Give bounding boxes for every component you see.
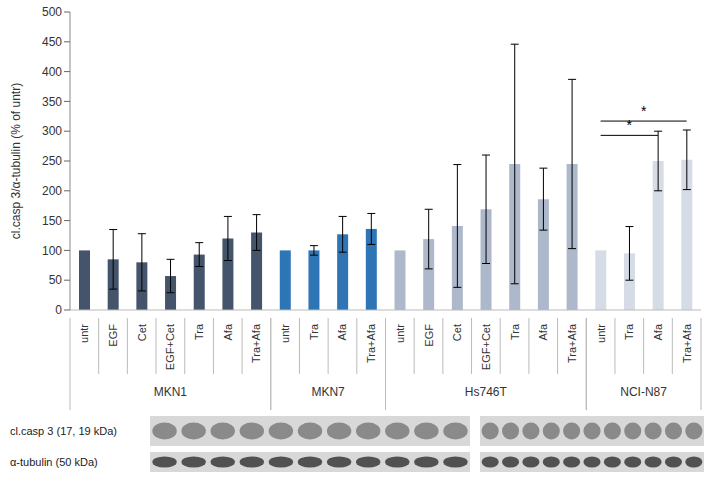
svg-text:MKN7: MKN7 (311, 385, 345, 399)
svg-text:300: 300 (42, 124, 62, 138)
svg-text:EGF: EGF (107, 324, 119, 347)
svg-text:50: 50 (49, 273, 63, 287)
svg-text:Tra: Tra (308, 323, 320, 340)
svg-text:untr: untr (279, 324, 291, 343)
svg-text:Hs746T: Hs746T (465, 385, 508, 399)
svg-text:untr: untr (595, 324, 607, 343)
svg-text:Tra: Tra (193, 323, 205, 340)
svg-text:100: 100 (42, 244, 62, 258)
svg-text:400: 400 (42, 65, 62, 79)
svg-text:0: 0 (55, 303, 62, 317)
svg-text:*: * (627, 117, 633, 133)
svg-text:450: 450 (42, 35, 62, 49)
svg-text:500: 500 (42, 5, 62, 19)
svg-text:Tra+Afa: Tra+Afa (566, 323, 578, 363)
svg-text:cl.casp 3 (17, 19 kDa): cl.casp 3 (17, 19 kDa) (10, 425, 117, 437)
svg-text:Afa: Afa (336, 323, 348, 340)
svg-text:*: * (641, 103, 647, 119)
svg-text:untr: untr (394, 324, 406, 343)
svg-text:untr: untr (78, 324, 90, 343)
svg-text:Tra+Afa: Tra+Afa (365, 323, 377, 363)
svg-text:MKN1: MKN1 (154, 385, 188, 399)
svg-text:Afa: Afa (222, 323, 234, 340)
svg-text:150: 150 (42, 214, 62, 228)
svg-text:EGF: EGF (423, 324, 435, 347)
svg-text:α-tubulin (50 kDa): α-tubulin (50 kDa) (10, 456, 98, 468)
svg-text:Tra: Tra (623, 323, 635, 340)
svg-text:EGF+Cet: EGF+Cet (480, 324, 492, 370)
svg-text:Afa: Afa (537, 323, 549, 340)
svg-text:Afa: Afa (652, 323, 664, 340)
svg-text:cl.casp 3/α-tubulin (% of untr: cl.casp 3/α-tubulin (% of untr) (9, 83, 23, 239)
svg-text:NCI-N87: NCI-N87 (620, 385, 667, 399)
svg-text:200: 200 (42, 184, 62, 198)
svg-text:EGF+Cet: EGF+Cet (164, 324, 176, 370)
svg-text:350: 350 (42, 95, 62, 109)
svg-text:250: 250 (42, 154, 62, 168)
svg-text:Cet: Cet (136, 324, 148, 341)
svg-text:Cet: Cet (451, 324, 463, 341)
svg-text:Tra: Tra (509, 323, 521, 340)
svg-text:Tra+Afa: Tra+Afa (681, 323, 693, 363)
svg-text:Tra+Afa: Tra+Afa (250, 323, 262, 363)
